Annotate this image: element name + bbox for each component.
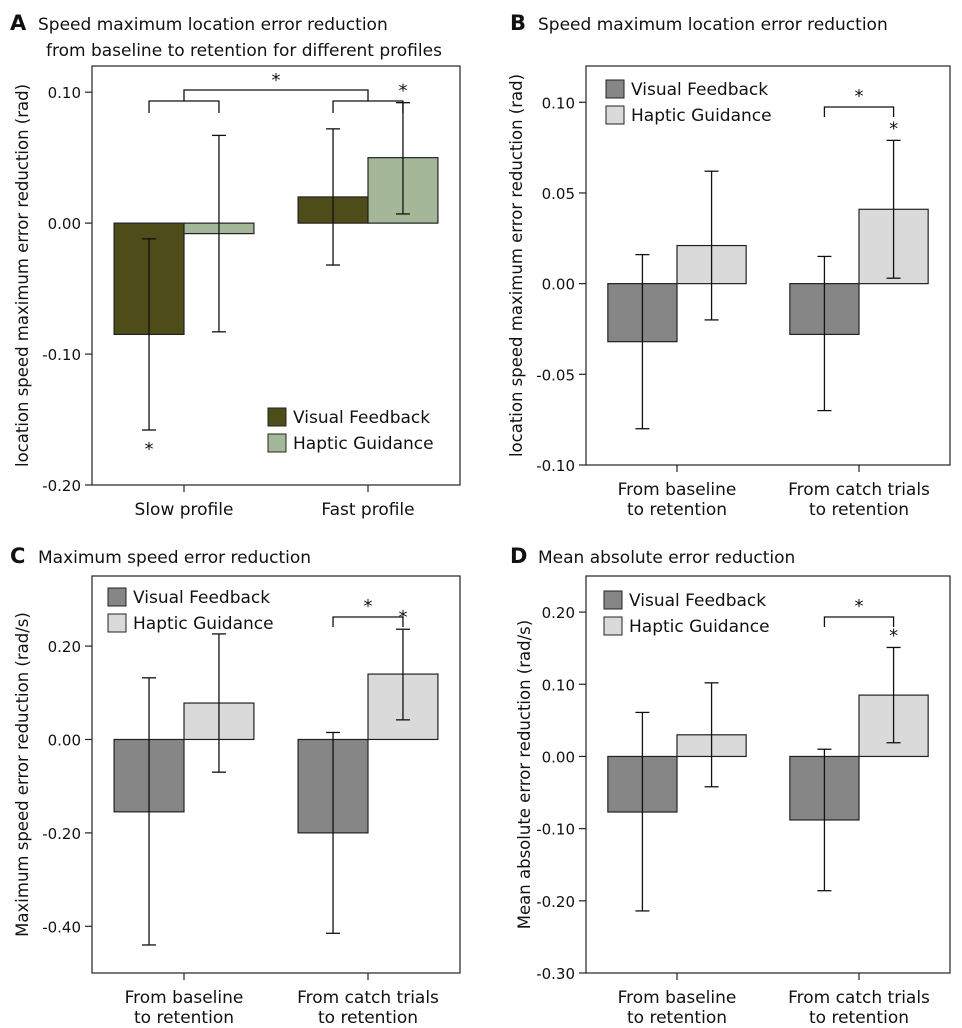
- plot-frame: [585, 65, 951, 466]
- legend: Visual Feedback Haptic Guidance: [603, 590, 770, 637]
- significance-star: *: [889, 625, 898, 646]
- legend-swatch: [603, 590, 623, 610]
- bracket-vf-vs-hg: [823, 616, 895, 627]
- bracket-fast-profile: [332, 100, 404, 113]
- y-axis-label: location speed maximum error reduction (…: [507, 74, 526, 457]
- legend-label: Haptic Guidance: [631, 106, 772, 126]
- y-tick-label: 0.10: [542, 676, 575, 694]
- y-tick-label: 0.00: [542, 276, 575, 294]
- y-tick-label: -0.05: [536, 366, 575, 384]
- y-tick-label: -0.10: [536, 821, 575, 839]
- legend-swatch: [605, 79, 625, 99]
- y-tick-label: -0.20: [536, 893, 575, 911]
- x-category-label: to retention: [627, 1008, 727, 1028]
- chart-title: Maximum speed error reduction: [38, 548, 311, 568]
- legend: Visual Feedback Haptic Guidance: [267, 407, 434, 454]
- significance-star: *: [145, 439, 154, 460]
- significance-star: *: [398, 81, 407, 102]
- y-tick-label: 0.20: [542, 604, 575, 622]
- panel-a: A Speed maximum location error reduction f…: [10, 11, 461, 520]
- significance-star: *: [272, 70, 281, 91]
- y-tick-label: 0.00: [48, 215, 81, 233]
- legend: Visual Feedback Haptic Guidance: [605, 79, 772, 126]
- y-tick-label: 0.00: [48, 731, 81, 749]
- plot-frame: [585, 575, 951, 974]
- y-tick-label: -0.20: [42, 825, 81, 843]
- panel-letter: C: [10, 544, 25, 568]
- bracket-vf-vs-hg: [332, 616, 404, 627]
- y-axis-label: location speed maximum error reduction (…: [13, 84, 32, 467]
- significance-star: *: [889, 118, 898, 139]
- x-category-label: From catch trials: [297, 988, 439, 1008]
- x-category-label: Slow profile: [135, 500, 234, 520]
- y-tick-label: 0.00: [542, 748, 575, 766]
- chart-title: Mean absolute error reduction: [538, 548, 795, 568]
- legend-swatch: [603, 616, 623, 636]
- panel-letter: B: [510, 11, 526, 35]
- legend-label: Haptic Guidance: [293, 434, 434, 454]
- x-category-label: to retention: [627, 500, 727, 520]
- chart-subtitle: from baseline to retention for different…: [46, 41, 442, 61]
- panel-b: B Speed maximum location error reduction 0…: [507, 11, 951, 520]
- legend-swatch: [605, 105, 625, 125]
- significance-star: *: [855, 596, 864, 617]
- chart-title: Speed maximum location error reduction: [38, 15, 388, 35]
- y-tick-label: -0.10: [42, 346, 81, 364]
- panel-d: D Mean absolute error reduction 0.20 0.10 0.…: [510, 544, 951, 1028]
- legend-label: Visual Feedback: [629, 591, 766, 611]
- x-category-label: to retention: [134, 1008, 234, 1028]
- bracket-vf-vs-hg: [823, 106, 895, 117]
- x-category-label: From catch trials: [788, 480, 930, 500]
- bracket-between-profiles: [183, 89, 369, 101]
- x-category-label: From baseline: [618, 480, 737, 500]
- plot-frame: [91, 65, 461, 486]
- x-category-label: From baseline: [618, 988, 737, 1008]
- legend-swatch: [107, 587, 127, 607]
- legend: Visual Feedback Haptic Guidance: [107, 587, 274, 634]
- y-axis-label: Maximum speed error reduction (rad/s): [13, 612, 32, 937]
- panel-letter: D: [510, 544, 527, 568]
- y-tick-label: 0.05: [542, 185, 575, 203]
- y-tick-label: 0.20: [48, 638, 81, 656]
- significance-star: *: [855, 86, 864, 107]
- legend-label: Haptic Guidance: [629, 617, 770, 637]
- x-category-label: to retention: [318, 1008, 418, 1028]
- y-tick-label: 0.10: [48, 84, 81, 102]
- legend-swatch: [107, 613, 127, 633]
- legend-label: Visual Feedback: [293, 408, 430, 428]
- x-category-label: to retention: [809, 500, 909, 520]
- y-tick-label: -0.40: [42, 918, 81, 936]
- x-category-label: to retention: [809, 1008, 909, 1028]
- panel-letter: A: [10, 11, 27, 35]
- y-tick-label: -0.30: [536, 965, 575, 983]
- x-category-label: Fast profile: [321, 500, 414, 520]
- plot-frame: [91, 575, 461, 974]
- legend-label: Haptic Guidance: [133, 614, 274, 634]
- y-tick-label: 0.10: [542, 94, 575, 112]
- significance-star: *: [364, 596, 373, 617]
- legend-swatch: [267, 407, 287, 427]
- chart-title: Speed maximum location error reduction: [538, 15, 888, 35]
- x-category-label: From baseline: [125, 988, 244, 1008]
- y-tick-label: -0.10: [536, 457, 575, 475]
- x-category-label: From catch trials: [788, 988, 930, 1008]
- y-tick-label: -0.20: [42, 477, 81, 495]
- y-axis-label: Mean absolute error reduction (rad/s): [515, 620, 534, 929]
- legend-label: Visual Feedback: [631, 80, 768, 100]
- legend-swatch: [267, 433, 287, 453]
- legend-label: Visual Feedback: [133, 588, 270, 608]
- bracket-slow-profile: [148, 100, 220, 113]
- panel-c: C Maximum speed error reduction 0.20 0.00 -0…: [10, 544, 461, 1028]
